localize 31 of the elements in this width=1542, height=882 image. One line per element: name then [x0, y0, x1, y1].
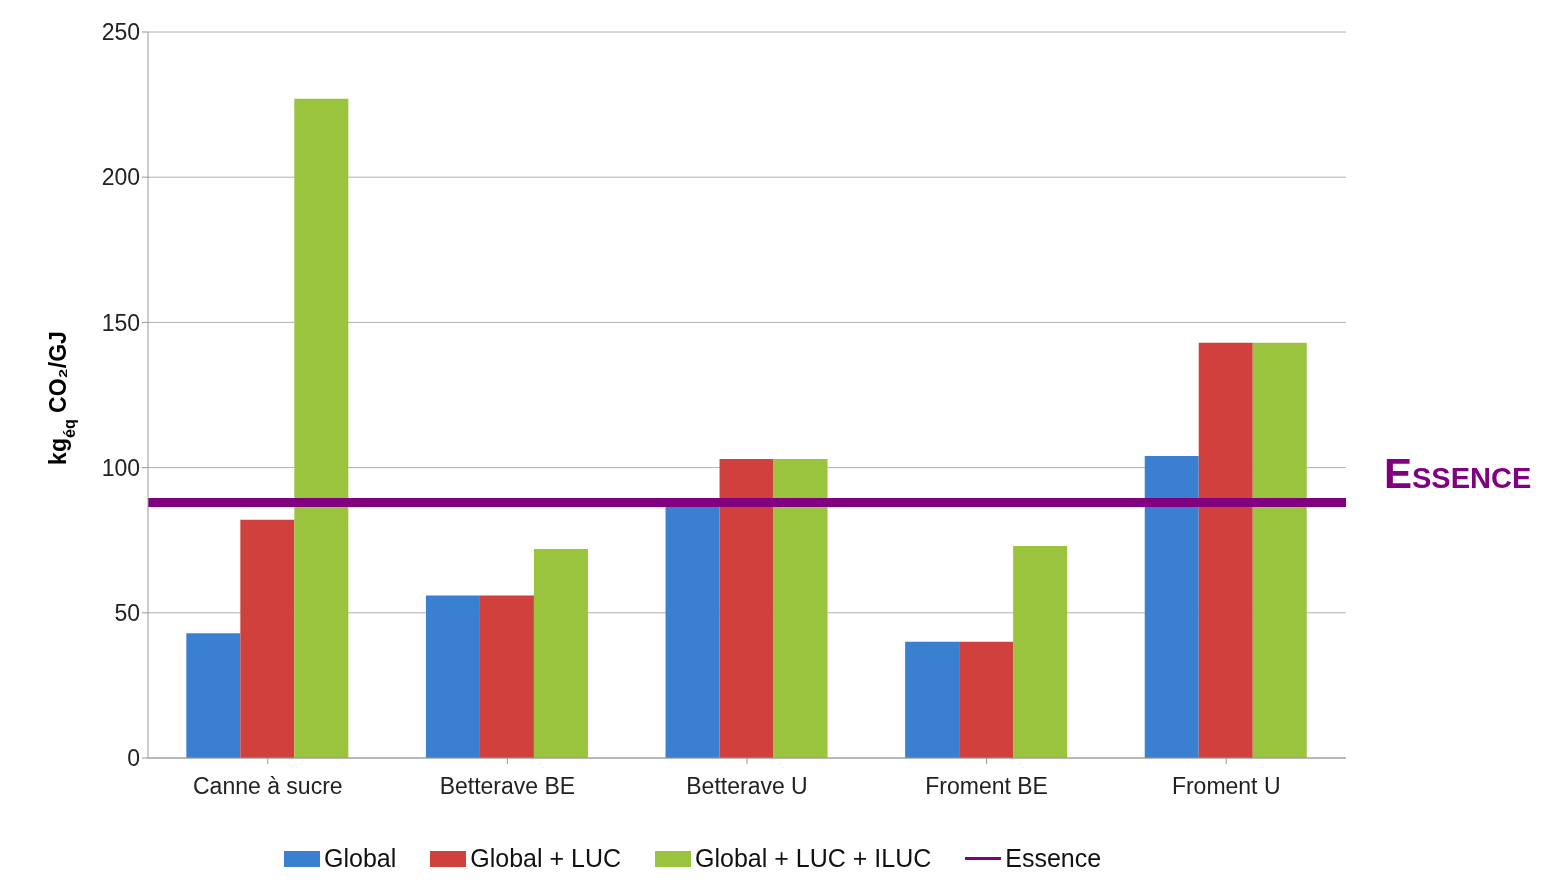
x-tick-label: Froment BE: [925, 773, 1048, 800]
bar: [479, 595, 534, 758]
bar: [665, 505, 720, 758]
bar: [425, 595, 480, 758]
x-tick-label: Froment U: [1171, 773, 1281, 800]
bar: [905, 641, 960, 758]
bar: [773, 458, 828, 758]
bar: [1144, 455, 1199, 758]
y-tick-label: 0: [127, 745, 140, 772]
bar: [959, 641, 1014, 758]
y-tick-label: 200: [101, 164, 140, 191]
x-tick-label: Canne à sucre: [193, 773, 343, 800]
bar: [533, 548, 588, 758]
legend-label: Essence: [1004, 844, 1102, 873]
bar: [1252, 342, 1307, 758]
bar: [1198, 342, 1253, 758]
y-tick-label: 50: [114, 599, 140, 626]
x-tick-label: Betterave BE: [439, 773, 576, 800]
x-tick-label: Betterave U: [686, 773, 808, 800]
bar: [186, 633, 241, 758]
legend-label: Global: [323, 844, 397, 873]
bar: [240, 519, 295, 758]
text: Essence: [1384, 450, 1532, 498]
legend-label: Global + LUC + ILUC: [694, 844, 932, 873]
y-tick-label: 250: [101, 19, 140, 46]
y-tick-label: 150: [101, 309, 140, 336]
y-tick-label: 100: [101, 454, 140, 481]
legend-label: Global + LUC: [469, 844, 622, 873]
bar: [719, 458, 774, 758]
bar: [1013, 546, 1068, 758]
bar: [294, 98, 349, 758]
